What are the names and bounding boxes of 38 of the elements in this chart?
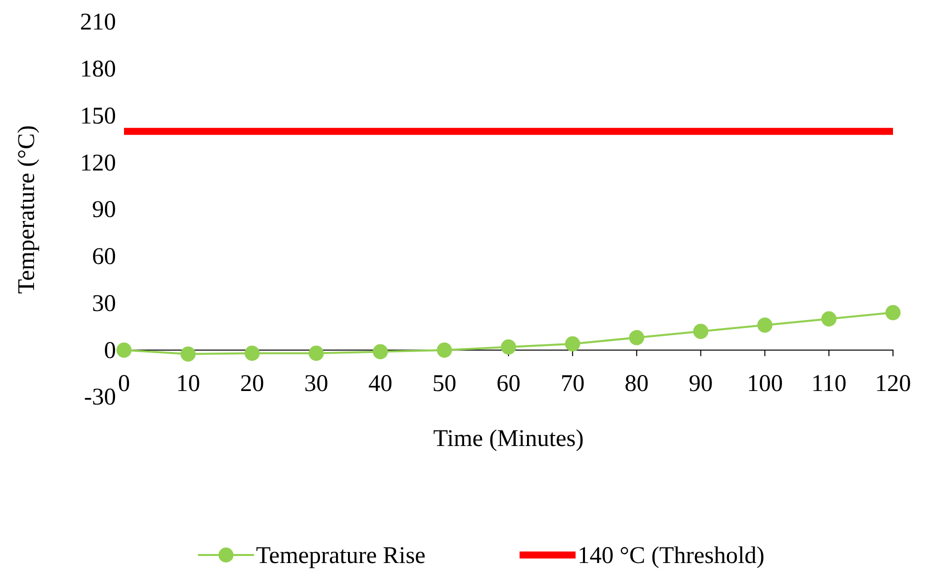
point bbox=[565, 336, 580, 352]
legend-label: 140 °C (Threshold) bbox=[578, 543, 764, 569]
point bbox=[757, 318, 772, 333]
y-tick-label: 150 bbox=[80, 103, 116, 130]
x-tick-label: 20 bbox=[240, 371, 264, 398]
point bbox=[180, 346, 196, 362]
x-tick-label: 40 bbox=[368, 371, 392, 398]
x-tick-label: 50 bbox=[432, 371, 456, 398]
x-tick-label: 70 bbox=[560, 371, 585, 398]
y-tick-label: 180 bbox=[80, 56, 116, 83]
x-tick-label: 60 bbox=[496, 371, 520, 398]
point bbox=[308, 346, 324, 361]
point bbox=[436, 342, 452, 358]
point bbox=[116, 342, 132, 358]
y-tick-label: 30 bbox=[92, 290, 116, 317]
point bbox=[885, 305, 901, 320]
point bbox=[500, 339, 516, 355]
legend-label: Temeprature Rise bbox=[256, 543, 426, 569]
y-tick-label: 60 bbox=[92, 244, 116, 270]
y-tick-label: 210 bbox=[80, 10, 116, 36]
x-tick-label: 10 bbox=[176, 371, 200, 398]
point bbox=[372, 344, 388, 360]
x-tick-label: 110 bbox=[811, 371, 846, 398]
y-tick-label: -30 bbox=[84, 384, 116, 411]
x-tick-label: 120 bbox=[875, 371, 911, 398]
x-tick-label: 100 bbox=[746, 371, 783, 398]
point bbox=[629, 330, 644, 346]
x-tick-label: 80 bbox=[624, 371, 649, 398]
point bbox=[693, 324, 708, 339]
x-tick-label: 90 bbox=[688, 371, 713, 398]
point bbox=[821, 311, 836, 326]
y-tick-label: 120 bbox=[80, 150, 116, 176]
point bbox=[244, 346, 260, 361]
y-tick-label: 90 bbox=[92, 197, 116, 224]
x-axis-title: Time (Minutes) bbox=[433, 426, 584, 452]
y-tick-label: 0 bbox=[104, 338, 116, 364]
y-axis-title: Temperature (°C) bbox=[14, 125, 40, 294]
x-tick-label: 30 bbox=[304, 371, 328, 398]
